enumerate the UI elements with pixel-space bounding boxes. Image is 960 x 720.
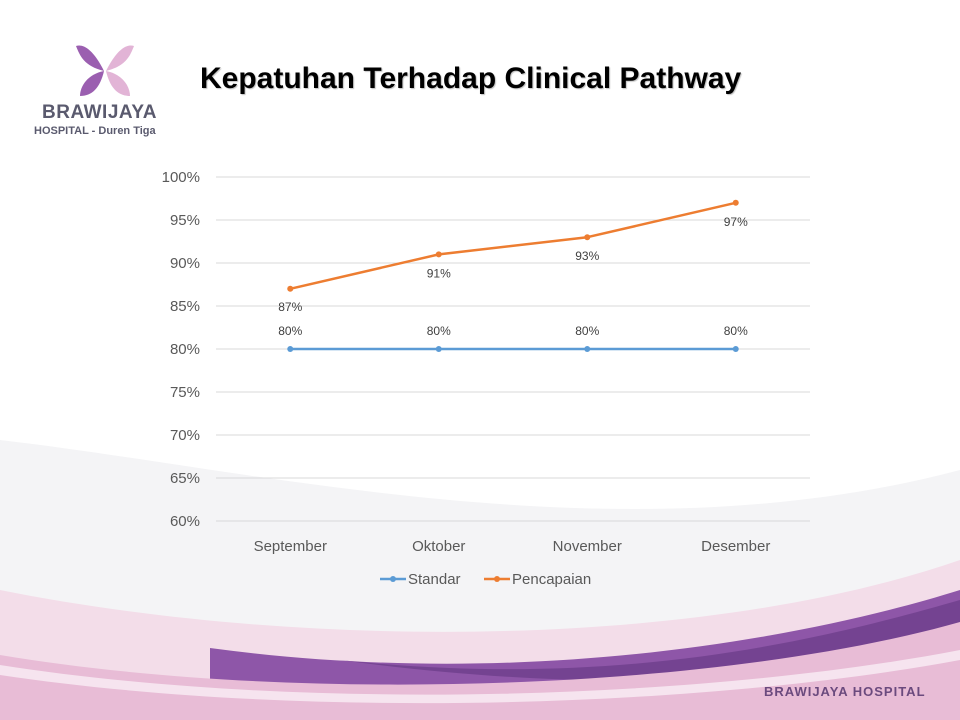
x-tick-label: Desember (701, 538, 770, 555)
legend-label: Pencapaian (512, 571, 591, 588)
data-label: 97% (724, 215, 748, 229)
data-label: 91% (427, 266, 451, 280)
y-axis-ticks: 60% 65% 70% 75% 80% 85% 90% 95% 100% (162, 169, 200, 530)
y-tick-label: 60% (170, 513, 200, 530)
y-tick-label: 95% (170, 212, 200, 229)
butterfly-logo-icon (76, 45, 134, 96)
data-label: 93% (575, 249, 599, 263)
data-point (287, 346, 294, 352)
legend-marker (494, 576, 500, 582)
y-tick-label: 90% (170, 255, 200, 272)
data-label: 80% (724, 324, 748, 338)
data-label: 80% (427, 324, 451, 338)
legend-label: Standar (408, 571, 461, 588)
data-labels: 80% 80% 80% 80% 87% 91% 93% 97% (278, 215, 748, 338)
series-lines (287, 199, 739, 352)
legend-marker (390, 576, 396, 582)
data-point (435, 251, 442, 258)
x-tick-label: September (254, 538, 327, 555)
y-tick-label: 75% (170, 384, 200, 401)
legend: Standar Pencapaian (380, 571, 591, 588)
logo-name: BRAWIJAYA (42, 102, 158, 123)
slide-title: Kepatuhan Terhadap Clinical Pathway (200, 62, 742, 95)
hospital-logo: BRAWIJAYA HOSPITAL - Duren Tiga (30, 44, 180, 144)
footer-brand: BRAWIJAYA HOSPITAL (764, 684, 926, 699)
data-point (435, 346, 442, 352)
data-point (584, 346, 591, 352)
logo-subtitle: HOSPITAL - Duren Tiga (34, 125, 156, 137)
y-tick-label: 70% (170, 427, 200, 444)
y-tick-label: 65% (170, 470, 200, 487)
data-label: 87% (278, 300, 302, 314)
wave-white (0, 650, 960, 704)
x-tick-label: Oktober (412, 538, 465, 555)
y-tick-label: 80% (170, 341, 200, 358)
y-tick-label: 85% (170, 298, 200, 315)
data-point (732, 346, 739, 352)
series-line-pencapaian (289, 201, 737, 291)
data-label: 80% (278, 324, 302, 338)
x-tick-label: November (553, 538, 622, 555)
x-axis-ticks: September Oktober November Desember (254, 538, 771, 555)
data-point (732, 199, 739, 206)
data-label: 80% (575, 324, 599, 338)
data-point (287, 285, 294, 292)
y-tick-label: 100% (162, 169, 200, 186)
data-point (584, 234, 591, 241)
